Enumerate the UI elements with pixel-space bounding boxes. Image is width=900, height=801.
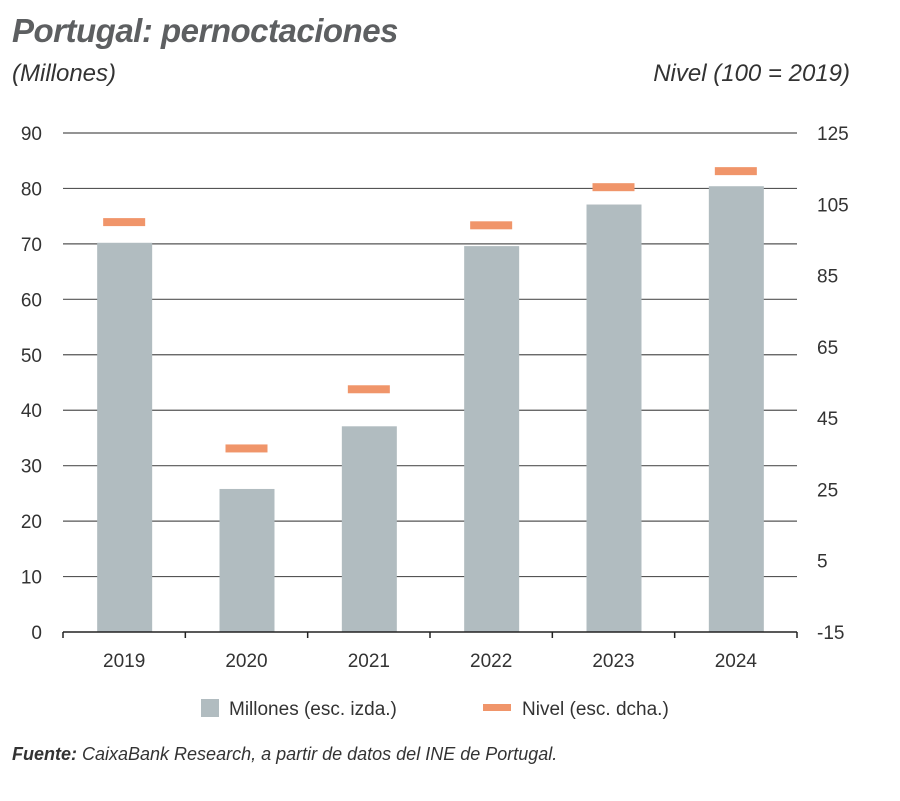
right-tick-label: 45 — [817, 409, 838, 430]
left-tick-label: 10 — [21, 568, 42, 589]
x-tick-label: 2024 — [715, 651, 758, 672]
right-tick-label: 125 — [817, 124, 849, 145]
x-tick-label: 2019 — [103, 651, 145, 672]
right-tick-label: -15 — [817, 623, 844, 644]
left-tick-label: 60 — [21, 290, 42, 311]
bar-2022 — [464, 246, 520, 632]
bar-2019 — [97, 242, 153, 632]
left-tick-label: 40 — [21, 401, 42, 422]
left-tick-label: 90 — [21, 124, 42, 145]
left-tick-label: 0 — [31, 623, 42, 644]
marker-2022 — [470, 221, 513, 230]
marker-2021 — [347, 385, 390, 394]
right-axis-label: Nivel (100 = 2019) — [653, 60, 850, 87]
x-tick-label: 2020 — [225, 651, 267, 672]
right-tick-label: 105 — [817, 195, 849, 216]
right-tick-label: 85 — [817, 267, 838, 288]
legend-bar-swatch — [201, 699, 219, 717]
x-tick-label: 2023 — [592, 651, 634, 672]
left-tick-label: 70 — [21, 235, 42, 256]
marker-2020 — [225, 444, 268, 453]
chart-title: Portugal: pernoctaciones — [12, 12, 398, 49]
bar-2020 — [219, 488, 275, 632]
marker-2024 — [714, 167, 757, 176]
left-tick-label: 80 — [21, 179, 42, 200]
source-label: Fuente: — [12, 744, 77, 764]
bar-2021 — [341, 426, 397, 632]
left-tick-label: 50 — [21, 346, 42, 367]
right-tick-label: 5 — [817, 552, 828, 573]
source-note: Fuente: CaixaBank Research, a partir de … — [12, 744, 557, 765]
right-tick-label: 25 — [817, 480, 838, 501]
left-axis-label: (Millones) — [12, 60, 117, 87]
left-tick-label: 20 — [21, 512, 42, 533]
bar-2023 — [586, 204, 642, 633]
left-tick-label: 30 — [21, 457, 42, 478]
right-tick-label: 65 — [817, 338, 838, 359]
source-text: CaixaBank Research, a partir de datos de… — [77, 744, 558, 764]
bar-2024 — [708, 186, 764, 632]
x-tick-label: 2022 — [470, 651, 512, 672]
marker-2023 — [592, 183, 635, 192]
x-tick-label: 2021 — [348, 651, 390, 672]
legend-marker-swatch — [483, 704, 511, 711]
legend-marker-label: Nivel (esc. dcha.) — [522, 699, 669, 720]
marker-2019 — [103, 218, 146, 227]
legend-bar-label: Millones (esc. izda.) — [229, 699, 397, 720]
